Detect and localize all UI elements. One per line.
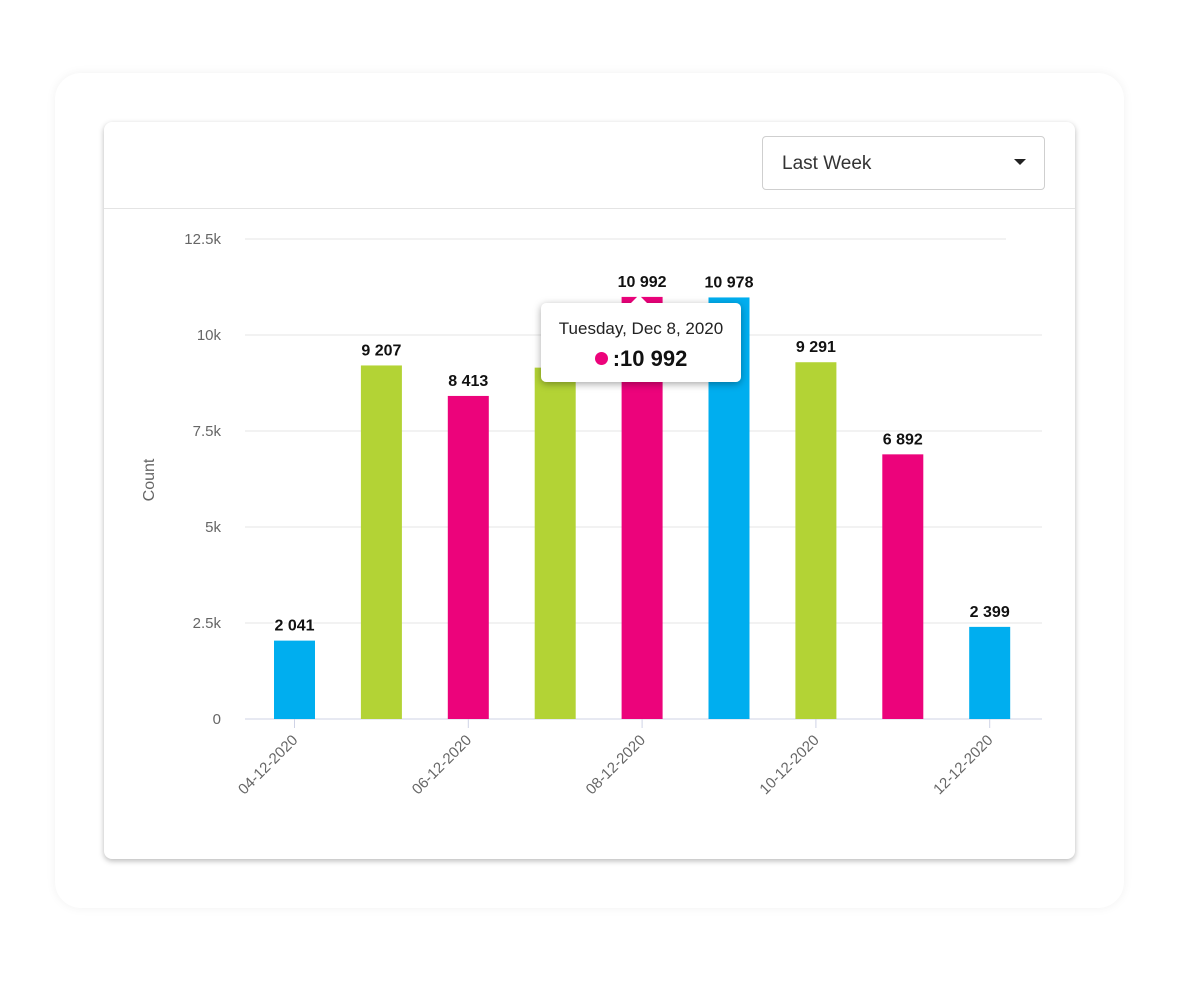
y-axis-title: Count [141, 458, 158, 501]
x-tick-label: 04-12-2020 [235, 732, 301, 798]
bar [795, 362, 837, 719]
data-label: 10 992 [618, 274, 667, 291]
tooltip-series-dot [594, 352, 608, 365]
bar [447, 395, 489, 719]
tooltip-value-row: :10 992 [541, 346, 741, 372]
data-label: 2 399 [970, 604, 1010, 621]
data-label: 8 413 [448, 373, 488, 390]
x-tick-label: 06-12-2020 [409, 732, 475, 798]
y-tick-label: 2.5k [193, 615, 222, 632]
data-label: 9 291 [796, 339, 836, 356]
data-label: 9 207 [361, 342, 401, 359]
tooltip-value: :10 992 [612, 346, 688, 371]
data-label: 6 892 [883, 431, 923, 448]
y-tick-label: 7.5k [193, 423, 222, 440]
period-select-value: Last Week [782, 153, 872, 174]
card-header: Last Week [104, 122, 1075, 209]
data-label: 10 978 [705, 274, 754, 291]
bar [534, 367, 576, 719]
x-tick-label: 12-12-2020 [930, 732, 996, 798]
period-select[interactable]: Last Week [762, 136, 1045, 190]
bar [882, 454, 924, 719]
bar [969, 626, 1011, 719]
y-tick-label: 5k [205, 519, 221, 536]
chart-tooltip: Tuesday, Dec 8, 2020 :10 992 [541, 295, 741, 382]
data-label: 2 041 [274, 618, 314, 635]
bar [360, 365, 402, 719]
y-tick-label: 12.5k [184, 231, 221, 248]
x-tick-label: 08-12-2020 [583, 732, 649, 798]
x-tick-label: 10-12-2020 [756, 732, 822, 798]
bar [274, 640, 315, 719]
tooltip-date: Tuesday, Dec 8, 2020 [558, 319, 724, 338]
y-tick-label: 10k [197, 327, 222, 344]
y-tick-label: 0 [213, 711, 221, 728]
caret-down-icon [1014, 159, 1026, 165]
